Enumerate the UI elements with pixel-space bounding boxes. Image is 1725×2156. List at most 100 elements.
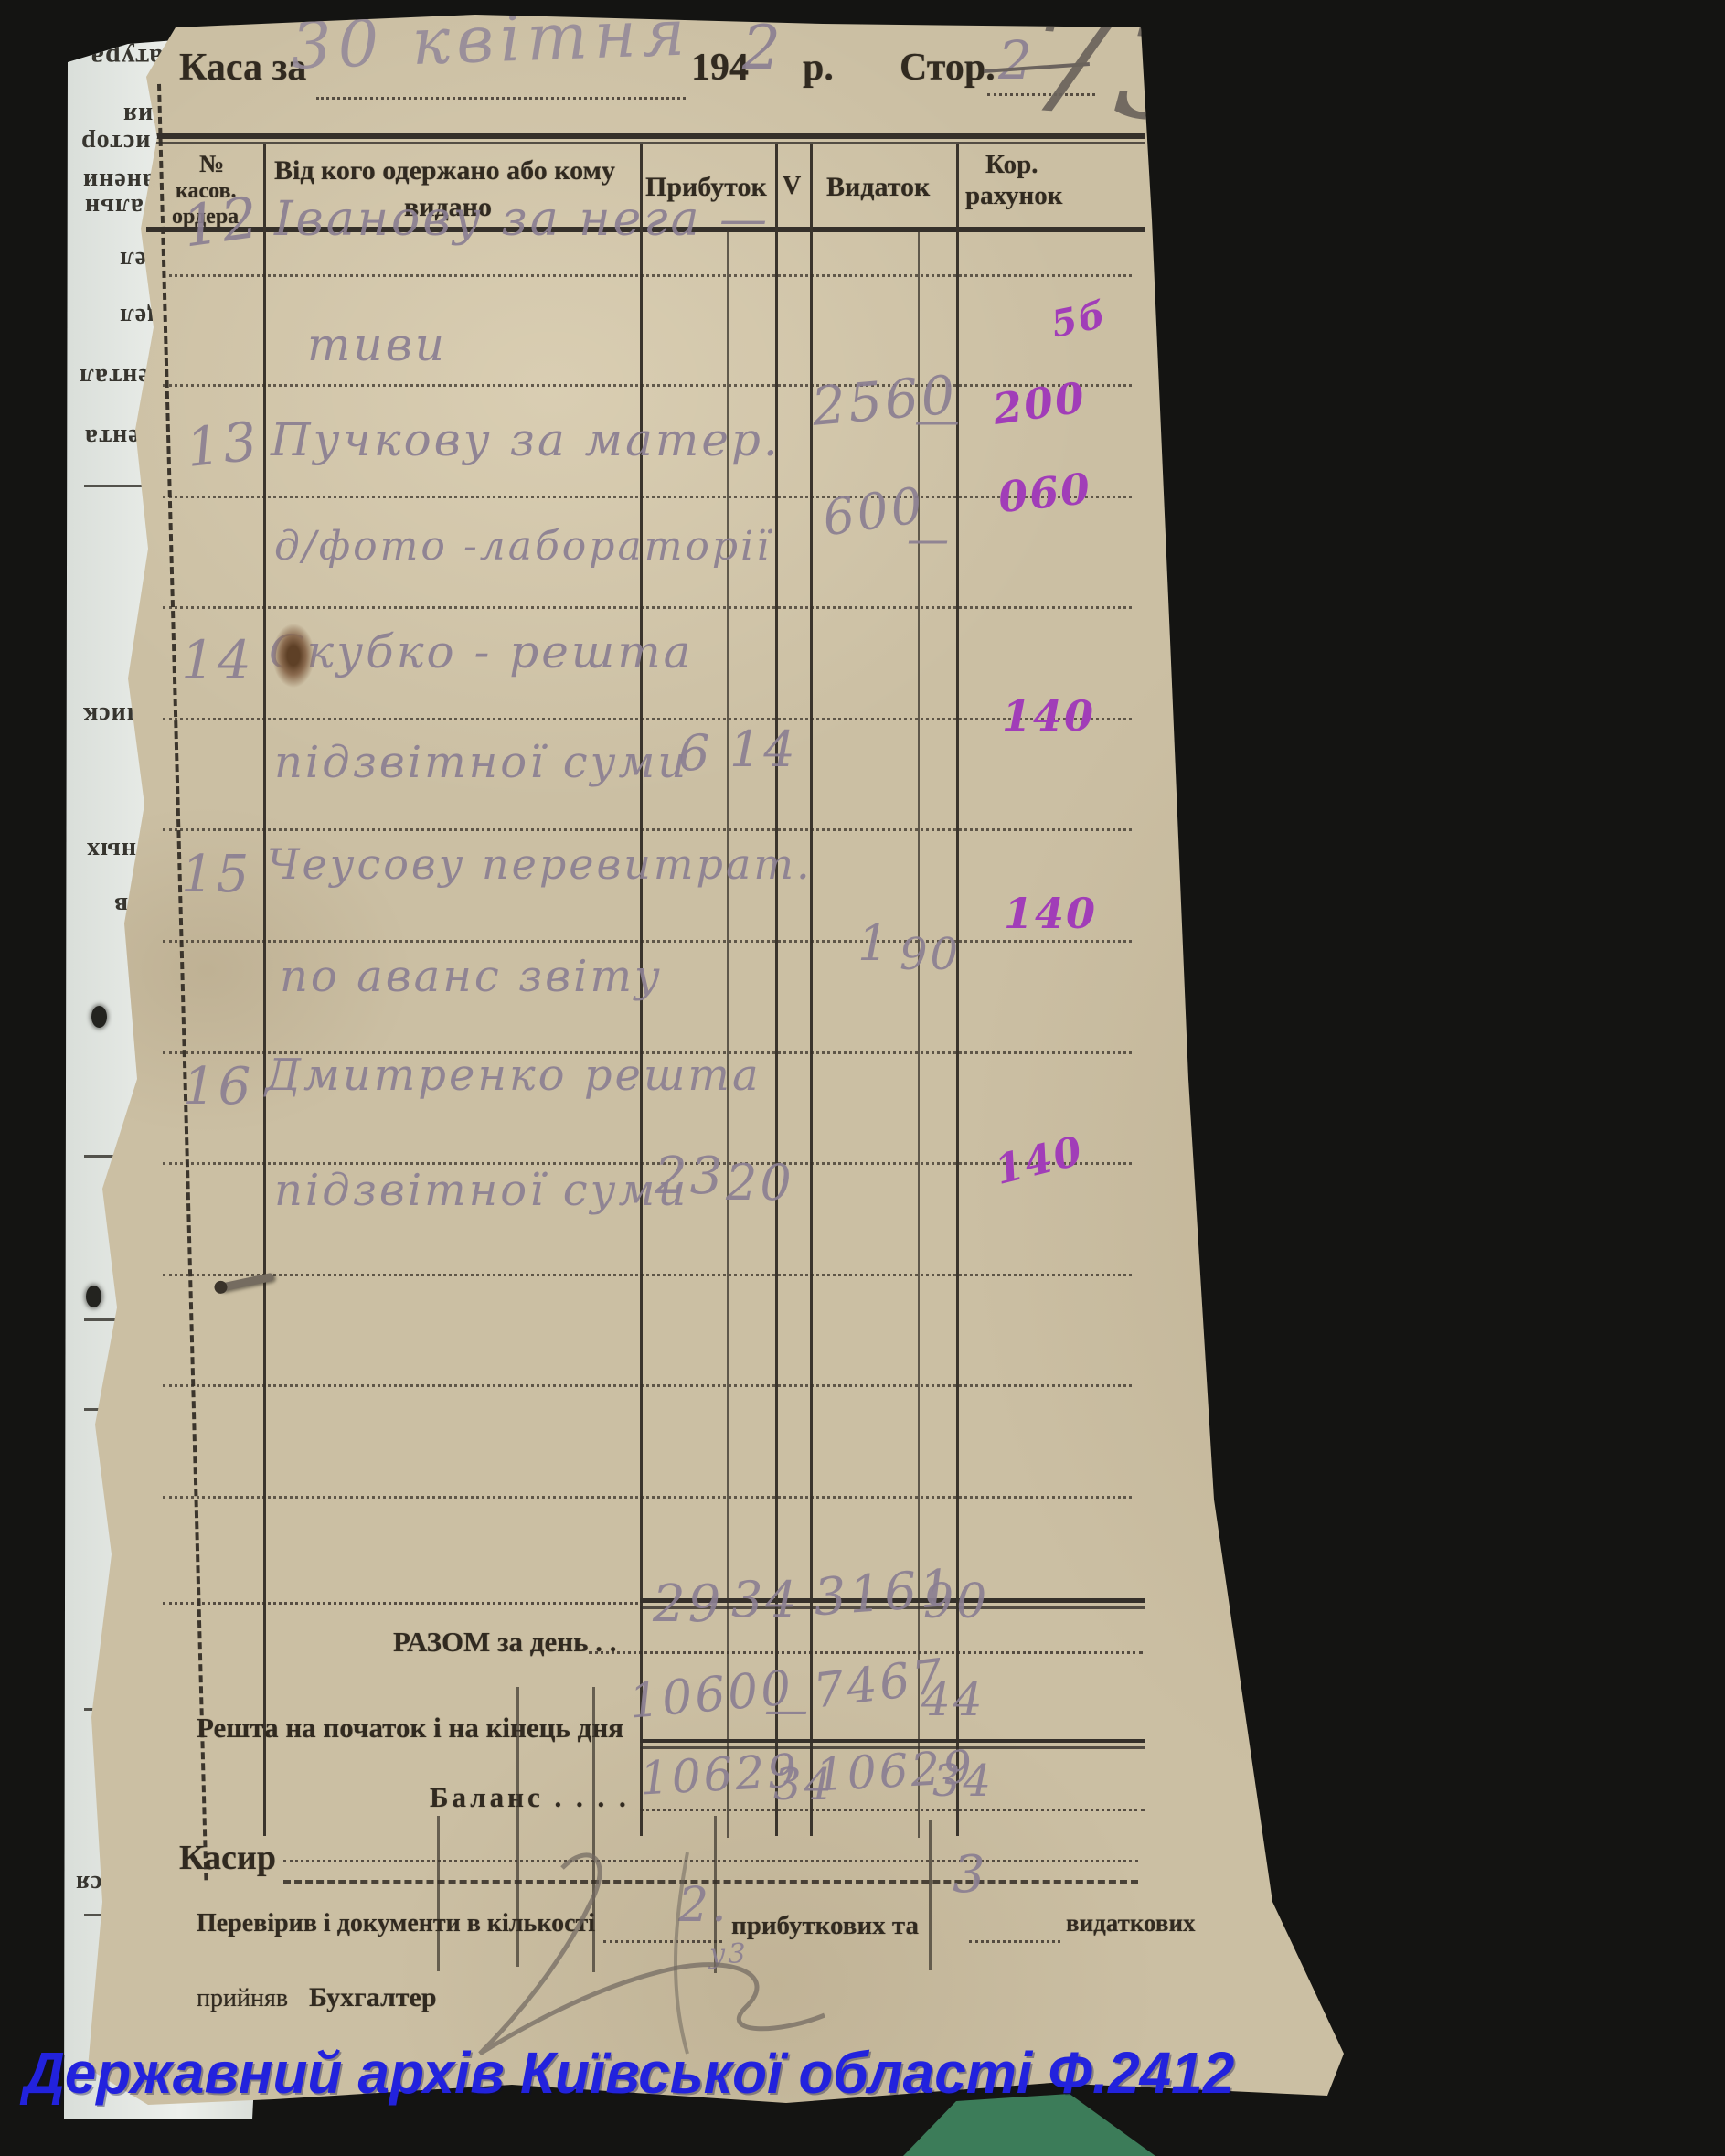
entry-text-line2: по аванс звіту [280, 951, 663, 1002]
entry-text-line2: д/фото -лабораторії [274, 523, 772, 570]
entry-income-kop: 20 [726, 1154, 794, 1211]
expense-docs-count: 3 [953, 1845, 988, 1905]
count-blank-line [603, 1940, 722, 1943]
totals-top-rule [163, 1602, 638, 1605]
header-bottom-rule [146, 227, 1145, 232]
page-label: Стор. [900, 47, 996, 89]
entry-text-line2: підзвітної суми [274, 737, 689, 788]
entry-text-line1: Пучкову за матер. [271, 413, 781, 466]
razom-income-kop: 34 [731, 1571, 800, 1628]
accountant-label: Бухгалтер [309, 1982, 437, 2012]
table-row-divider [163, 384, 1132, 387]
table-row-divider [163, 496, 1132, 498]
income-docs-label: прибуткових та [731, 1911, 920, 1940]
entry-kor-account: 140 [990, 1126, 1089, 1195]
form-line [929, 1820, 932, 1970]
entry-expense: 1 [857, 914, 892, 972]
entry-income: 23 [655, 1147, 726, 1206]
col-description-line1: Від кого одержано або кому [274, 155, 615, 186]
kopeck-divider-line [727, 230, 729, 1838]
page-ruled-line [987, 93, 1095, 96]
accountant-signature [478, 1852, 825, 2056]
income-docs-count: 2. [678, 1878, 729, 1933]
col-no-line1: № [199, 150, 225, 177]
form-line [437, 1816, 440, 1971]
table-row-divider [163, 1162, 1132, 1165]
totals-top-rule [640, 1606, 1145, 1609]
col-income: Прибуток [645, 172, 767, 202]
table-row-divider [163, 606, 1132, 609]
header-rule [146, 142, 1145, 144]
balans-label: Баланс . . . . [430, 1781, 630, 1813]
entry-no: 16 [183, 1057, 254, 1116]
accepted-label: прийняв [197, 1984, 289, 2012]
binding-perforation-line [157, 83, 208, 1881]
table-row-divider [163, 718, 1132, 720]
balans-expense-kop: 34 [932, 1756, 995, 1807]
table-column-line [810, 144, 813, 1836]
reshta-rule [640, 1739, 1145, 1743]
entry-text-line1: Дмитренко решта [265, 1050, 761, 1101]
cashier-signature-line [283, 1860, 1138, 1862]
col-description-line2: видано [404, 192, 492, 222]
table-row-divider [163, 1384, 1132, 1387]
corner-number: 73 [1019, 0, 1212, 155]
totals-row-divider [589, 1651, 1143, 1654]
form-line [592, 1687, 595, 1972]
col-expense: Видаток [826, 172, 931, 202]
entry-text-line1: Скубко - решта [269, 625, 694, 678]
entry-expense-kop: — [907, 514, 952, 563]
cashier-label: Касир [179, 1839, 276, 1877]
entry-kor-note: 5б [1047, 293, 1111, 347]
header-rule [146, 133, 1145, 139]
table-row-divider [163, 940, 1132, 943]
expense-docs-label: видаткових [1066, 1909, 1196, 1937]
checked-label: Перевірив і документи в кількості [197, 1909, 596, 1937]
table-row-divider [163, 1274, 1132, 1276]
col-kor-line2: рахунок [965, 181, 1063, 210]
table-row-divider [163, 1051, 1132, 1054]
reshta-label: Решта на початок і на кінець дня [197, 1712, 623, 1744]
table-column-line [640, 144, 643, 1836]
punch-hole [91, 1006, 107, 1028]
year-digit-handwritten: 2 [742, 13, 783, 83]
razom-label: РАЗОМ за день . . [393, 1626, 617, 1658]
tear-hole [272, 624, 314, 688]
entry-income: 6 [678, 724, 713, 782]
razom-income: 29 [653, 1574, 724, 1634]
entry-no: 14 [181, 629, 254, 691]
form-line [516, 1687, 519, 1967]
date-handwritten: 30 квітня [289, 0, 693, 84]
entry-no: 13 [183, 410, 263, 479]
entry-income-kop: 14 [729, 720, 798, 778]
col-no-line2: касов. [176, 179, 237, 203]
punch-hole [86, 1286, 101, 1307]
balans-income-kop: 34 [773, 1759, 836, 1810]
col-kor-line1: Кор. [985, 150, 1038, 179]
cashier-signature-line [283, 1880, 1138, 1884]
reshta-income-kop: — [764, 1684, 811, 1735]
year-suffix: р. [803, 47, 834, 89]
entry-kor-account: 200 [989, 372, 1090, 434]
table-row-divider [163, 828, 1132, 831]
entry-kor-account: 140 [1002, 691, 1096, 741]
entry-text-line1: Чеусову перевитрат. [267, 839, 813, 889]
count-blank-line [969, 1940, 1060, 1943]
date-ruled-line [316, 97, 686, 100]
entry-kor-account: 140 [1004, 889, 1098, 938]
table-column-line [956, 144, 959, 1836]
form-line [714, 1816, 717, 1973]
table-column-line [263, 144, 266, 1836]
entry-text-line2: підзвітної суми [274, 1165, 689, 1216]
entry-expense-kop: 90 [900, 929, 962, 980]
reshta-expense-kop: 44 [921, 1673, 985, 1726]
kopeck-divider-line [918, 230, 920, 1838]
entry-text-line2: тиви [307, 318, 447, 371]
table-column-line [775, 144, 778, 1836]
col-check: V [783, 172, 802, 200]
page-number-handwritten: 2 [998, 29, 1035, 91]
col-no-line3: ордера [172, 205, 240, 229]
year-printed: 194 [691, 47, 749, 89]
